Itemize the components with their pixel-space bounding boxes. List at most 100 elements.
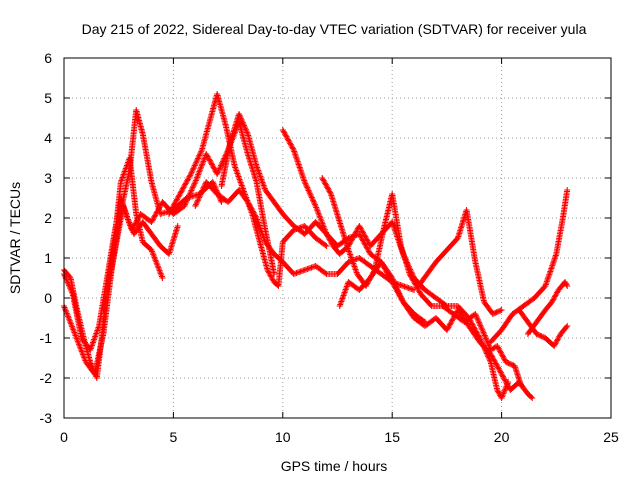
data-point	[349, 236, 356, 243]
data-point	[80, 353, 87, 360]
data-point	[503, 380, 510, 387]
data-point	[398, 296, 405, 303]
data-point	[158, 272, 165, 279]
data-point	[205, 155, 212, 161]
data-point	[194, 198, 201, 205]
data-point	[198, 190, 205, 197]
data-point	[191, 163, 198, 170]
data-point	[324, 184, 331, 191]
data-point	[190, 183, 197, 190]
data-point	[307, 191, 314, 198]
data-point	[499, 352, 506, 359]
data-point	[289, 144, 296, 151]
data-point	[196, 151, 203, 158]
data-point	[69, 289, 76, 296]
data-point	[201, 183, 208, 190]
data-point	[157, 270, 164, 277]
data-point	[184, 176, 191, 183]
data-point	[549, 297, 556, 304]
data-point	[504, 359, 511, 366]
data-point	[251, 211, 258, 217]
data-point	[489, 353, 496, 360]
data-point	[326, 236, 333, 243]
data-point	[78, 348, 85, 355]
data-point	[236, 112, 243, 119]
data-point	[176, 191, 183, 197]
data-point	[285, 137, 292, 144]
data-point	[181, 203, 188, 209]
data-point	[65, 281, 72, 287]
data-point	[186, 173, 193, 180]
data-point	[318, 217, 325, 224]
data-point	[311, 200, 318, 207]
data-point	[494, 344, 501, 351]
data-point	[215, 168, 222, 175]
series-arc-9	[319, 175, 505, 317]
data-point	[303, 183, 310, 190]
data-point	[194, 156, 201, 163]
data-point	[365, 239, 372, 245]
data-point	[199, 159, 206, 166]
data-point	[319, 176, 326, 183]
data-point	[250, 209, 257, 216]
data-point	[179, 187, 186, 193]
y-tick-label: 6	[44, 50, 52, 66]
data-point	[319, 220, 326, 227]
data-point	[408, 275, 415, 281]
data-point	[563, 281, 570, 288]
data-point	[67, 286, 74, 293]
x-axis-label: GPS time / hours	[281, 458, 388, 474]
data-point	[356, 223, 363, 229]
data-point	[196, 194, 203, 201]
data-point	[407, 272, 414, 279]
data-point	[189, 166, 196, 173]
data-point	[74, 336, 81, 343]
data-point	[157, 269, 164, 276]
data-point	[176, 192, 183, 199]
data-point	[174, 195, 181, 201]
data-point	[188, 169, 195, 176]
data-point	[394, 287, 401, 294]
data-point	[150, 215, 157, 221]
data-point	[241, 122, 248, 129]
data-point	[238, 116, 245, 123]
data-point	[279, 127, 286, 133]
data-point	[551, 341, 558, 348]
data-point	[494, 387, 501, 393]
data-point	[63, 310, 70, 317]
data-point	[408, 273, 415, 280]
chart-title: Day 215 of 2022, Sidereal Day-to-day VTE…	[82, 21, 587, 37]
data-point	[149, 248, 156, 255]
data-point	[64, 278, 71, 285]
data-point	[211, 165, 218, 172]
data-point	[494, 363, 501, 369]
data-point	[364, 237, 371, 244]
data-point	[477, 322, 484, 329]
data-point	[237, 115, 244, 122]
data-point	[190, 181, 197, 188]
data-point	[266, 271, 273, 277]
data-point	[445, 324, 452, 331]
data-point	[151, 213, 158, 220]
data-point	[252, 212, 259, 219]
axis-ticks: 0 5 10 15 20 25 -3 -2 -1 0 1 2 3 4 5 6	[40, 50, 619, 445]
data-point	[151, 254, 158, 261]
data-point	[409, 276, 416, 283]
data-point	[494, 343, 501, 349]
data-point	[191, 180, 198, 187]
data-point	[476, 319, 483, 326]
data-point	[195, 195, 202, 202]
data-point	[244, 199, 251, 205]
data-point	[302, 180, 309, 187]
data-point	[533, 331, 540, 337]
data-point	[150, 252, 157, 259]
data-point	[351, 232, 358, 239]
data-point	[178, 188, 185, 195]
data-point	[188, 187, 195, 194]
y-axis-label: SDTVAR / TECUs	[7, 182, 23, 294]
data-point	[71, 331, 78, 337]
data-point	[495, 365, 502, 372]
data-point	[551, 295, 558, 301]
data-point	[497, 348, 504, 355]
data-point	[184, 195, 191, 202]
